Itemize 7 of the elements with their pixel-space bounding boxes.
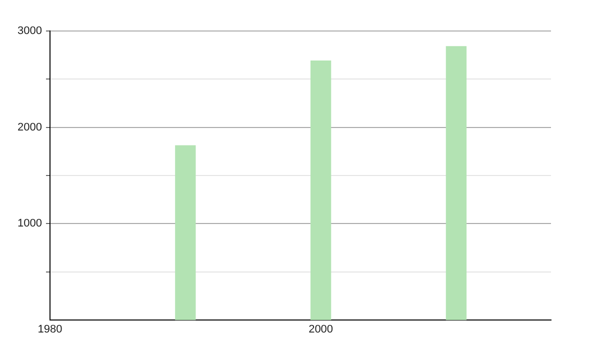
bar xyxy=(175,145,196,320)
bar xyxy=(446,46,467,320)
y-tick-label: 2000 xyxy=(18,121,42,134)
x-tick-label: 1980 xyxy=(38,324,62,336)
y-tick-label: 1000 xyxy=(18,218,42,230)
bar xyxy=(310,60,332,320)
y-tick-label: 3000 xyxy=(18,25,42,38)
